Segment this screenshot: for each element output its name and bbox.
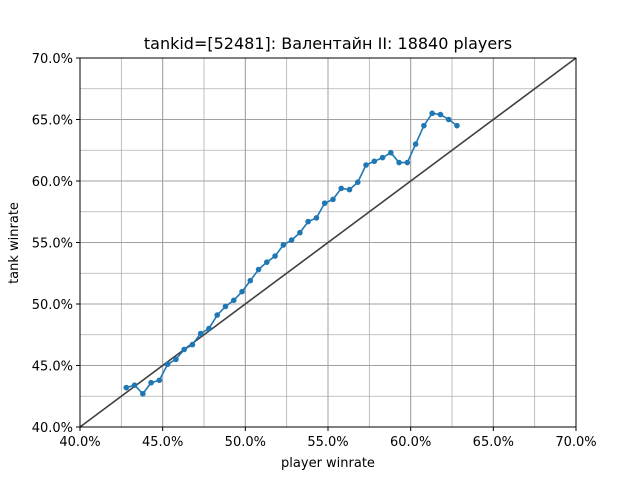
y-tick-label: 55.0% xyxy=(32,237,73,252)
data-point xyxy=(255,266,262,273)
x-tick-label: 50.0% xyxy=(225,435,266,450)
y-tick-label: 70.0% xyxy=(32,52,73,67)
x-axis-label: player winrate xyxy=(281,456,375,471)
x-tick-label: 55.0% xyxy=(307,435,348,450)
y-tick-label: 60.0% xyxy=(32,175,73,190)
x-axis-ticks: 40.0% 45.0% 50.0% 55.0% 60.0% 65.0% 70.0% xyxy=(59,427,597,450)
data-point xyxy=(222,303,229,310)
data-point xyxy=(454,122,460,129)
data-point xyxy=(379,154,386,161)
data-point xyxy=(412,141,419,147)
data-point xyxy=(437,111,444,118)
chart-title: tankid=[52481]: Валентайн II: 18840 play… xyxy=(144,34,512,53)
data-point xyxy=(288,237,295,243)
data-point xyxy=(123,384,130,391)
data-point xyxy=(354,179,361,186)
data-point xyxy=(445,116,452,123)
data-point xyxy=(346,186,353,193)
data-point xyxy=(189,341,196,348)
data-point xyxy=(371,158,378,165)
data-point xyxy=(164,361,171,368)
data-point xyxy=(330,196,336,203)
data-point xyxy=(140,390,146,397)
data-point xyxy=(197,330,204,337)
data-point xyxy=(230,297,237,304)
data-point xyxy=(214,312,221,318)
data-point xyxy=(297,229,303,236)
y-tick-label: 45.0% xyxy=(32,360,73,375)
data-point xyxy=(173,356,179,363)
data-point xyxy=(388,149,394,156)
data-point xyxy=(156,377,163,384)
data-point xyxy=(313,215,320,221)
x-tick-label: 45.0% xyxy=(142,435,183,450)
reference-diagonal-line xyxy=(79,57,577,428)
y-tick-label: 50.0% xyxy=(32,298,73,313)
data-point xyxy=(181,346,187,353)
data-point xyxy=(206,325,212,332)
data-point xyxy=(429,110,435,117)
x-tick-label: 60.0% xyxy=(390,435,431,450)
data-point xyxy=(396,159,402,166)
data-point xyxy=(131,382,138,388)
data-point xyxy=(338,185,345,192)
data-point xyxy=(148,379,154,386)
data-point xyxy=(239,288,245,295)
data-point xyxy=(321,200,328,206)
y-tick-label: 65.0% xyxy=(32,114,73,129)
data-point xyxy=(421,122,427,129)
data-point xyxy=(247,277,254,284)
x-tick-label: 70.0% xyxy=(555,435,596,450)
data-point xyxy=(305,218,311,225)
y-axis-label: tank winrate xyxy=(7,202,22,284)
y-tick-label: 40.0% xyxy=(32,421,73,436)
y-axis-ticks: 40.0% 45.0% 50.0% 55.0% 60.0% 65.0% 70.0% xyxy=(32,52,80,436)
data-point xyxy=(363,162,369,168)
data-point xyxy=(404,159,411,166)
data-point xyxy=(272,253,278,259)
data-point xyxy=(280,242,287,248)
data-point xyxy=(264,259,270,265)
x-tick-label: 65.0% xyxy=(473,435,514,450)
series-layer xyxy=(123,110,460,397)
x-tick-label: 40.0% xyxy=(59,435,100,450)
